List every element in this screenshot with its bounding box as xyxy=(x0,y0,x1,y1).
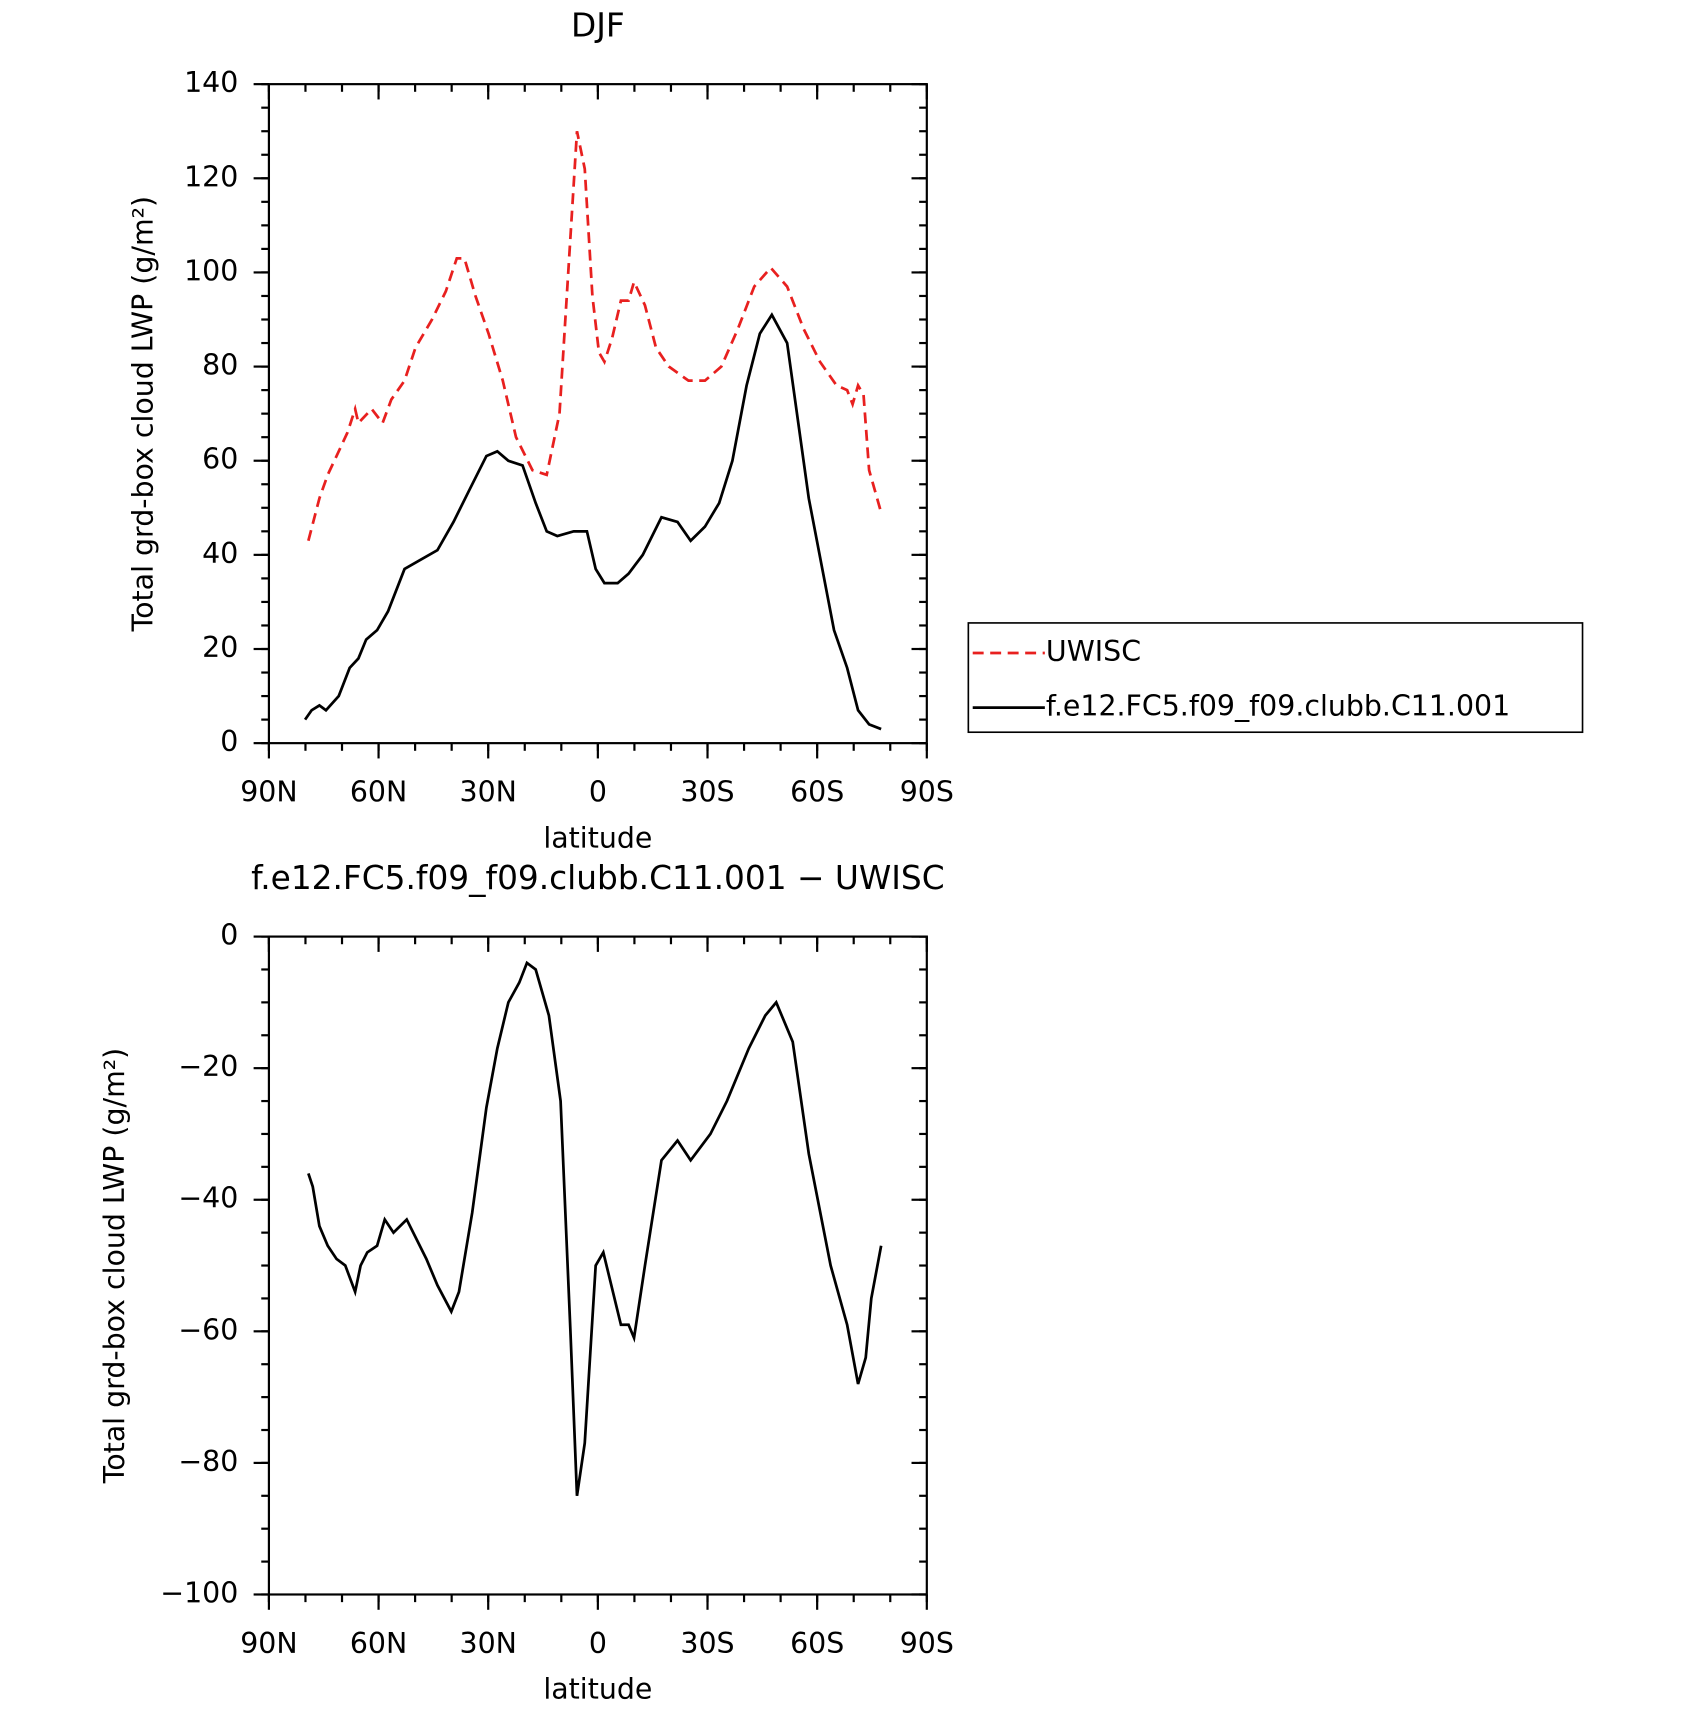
y-tick-label: 40 xyxy=(202,537,238,570)
chart-title: DJF xyxy=(571,6,625,44)
y-tick-label: −60 xyxy=(178,1313,238,1346)
x-tick-label: 0 xyxy=(589,775,607,808)
y-tick-label: 140 xyxy=(184,66,238,99)
plot-frame xyxy=(267,83,928,745)
x-tick-label: 30N xyxy=(460,775,517,808)
legend-label: UWISC xyxy=(1046,635,1141,668)
y-tick-label: 60 xyxy=(202,443,238,476)
x-tick-label: 60N xyxy=(350,1627,407,1660)
y-axis-label: Total grd-box cloud LWP (g/m²) xyxy=(98,1048,131,1484)
x-tick-label: 90S xyxy=(900,1627,954,1660)
y-tick-label: 120 xyxy=(184,160,238,193)
y-tick-label: −40 xyxy=(178,1182,238,1215)
x-tick-label: 60N xyxy=(350,775,407,808)
y-tick-label: 0 xyxy=(220,725,238,758)
y-axis-label: Total grd-box cloud LWP (g/m²) xyxy=(126,196,159,632)
x-tick-label: 90N xyxy=(240,775,297,808)
data-line xyxy=(303,312,882,731)
data-line xyxy=(307,960,883,1496)
y-tick-label: 80 xyxy=(202,349,238,382)
legend-box xyxy=(967,622,1584,734)
y-tick-label: 0 xyxy=(220,919,238,952)
y-tick-label: −20 xyxy=(178,1050,238,1083)
x-tick-label: 90N xyxy=(240,1627,297,1660)
x-tick-label: 60S xyxy=(790,775,844,808)
data-line xyxy=(307,130,883,542)
y-tick-label: −80 xyxy=(178,1445,238,1478)
chart-title: f.e12.FC5.f09_f09.clubb.C11.001 − UWISC xyxy=(251,859,945,897)
x-axis-label: latitude xyxy=(543,1673,652,1706)
x-tick-label: 30S xyxy=(680,775,734,808)
y-tick-label: 100 xyxy=(184,254,238,287)
x-tick-label: 30S xyxy=(680,1627,734,1660)
x-axis-label: latitude xyxy=(543,821,652,854)
x-tick-label: 90S xyxy=(900,775,954,808)
x-tick-label: 0 xyxy=(589,1627,607,1660)
plot-frame xyxy=(267,935,928,1596)
x-tick-label: 30N xyxy=(460,1627,517,1660)
y-tick-label: 20 xyxy=(202,631,238,664)
y-tick-label: −100 xyxy=(160,1576,238,1609)
legend-label: f.e12.FC5.f09_f09.clubb.C11.001 xyxy=(1046,690,1510,723)
x-tick-label: 60S xyxy=(790,1627,844,1660)
